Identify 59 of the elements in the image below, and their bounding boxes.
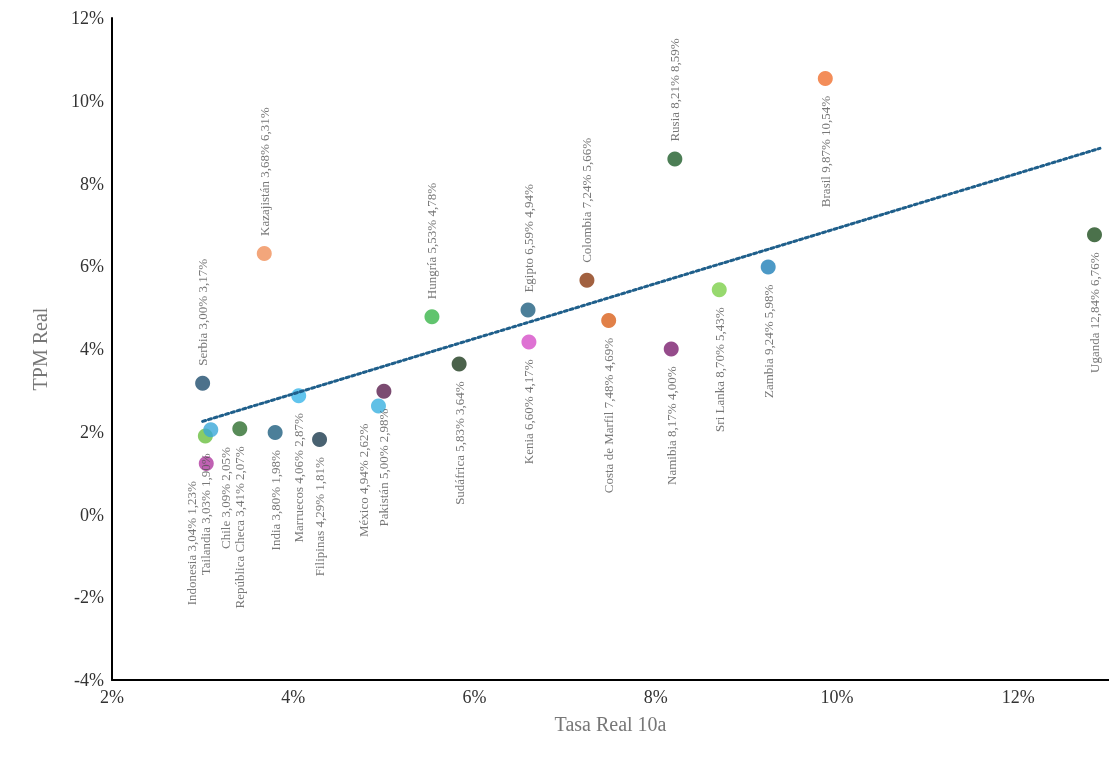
point (667, 151, 683, 167)
data-label: Colombia 7,24% 5,66% (579, 137, 595, 263)
data-label: República Checa 3,41% 2,07% (232, 446, 248, 609)
data-label: Namibia 8,17% 4,00% (663, 366, 679, 485)
data-label: Hungría 5,53% 4,78% (424, 182, 440, 300)
data-label: Zambia 9,24% 5,98% (760, 284, 776, 398)
point (520, 302, 536, 318)
data-label: México 4,94% 2,62% (355, 423, 371, 537)
data-label: Kenia 6,60% 4,17% (521, 359, 537, 465)
x-tick-label: 12% (1001, 687, 1035, 707)
data-label: Kazajistán 3,68% 6,31% (256, 107, 272, 236)
point (232, 421, 248, 437)
point (424, 309, 440, 325)
point (312, 432, 328, 448)
x-tick-label: 2% (100, 687, 124, 707)
data-label: Costa de Marfil 7,48% 4,69% (601, 337, 617, 494)
point (817, 70, 833, 86)
y-tick-label: 10% (71, 90, 104, 111)
data-label: Rusia 8,21% 8,59% (667, 38, 683, 142)
x-tick-label: 4% (281, 687, 306, 707)
data-label: Brasil 9,87% 10,54% (817, 95, 833, 208)
x-tick-label: 6% (462, 687, 487, 707)
data-label: Filipinas 4,29% 1,81% (312, 456, 328, 577)
data-label: Pakistán 5,00% 2,98% (376, 408, 392, 527)
data-label: Chile 3,09% 2,05% (218, 447, 234, 550)
point (760, 259, 776, 275)
point (267, 425, 283, 441)
point (451, 356, 467, 372)
y-tick-label: 8% (80, 173, 104, 194)
point (579, 272, 595, 288)
data-label: Marruecos 4,06% 2,87% (291, 413, 307, 543)
data-label: Tailandia 3,03% 1,90% (197, 453, 213, 576)
data-label: Uganda 12,84% 6,76% (1087, 252, 1102, 373)
y-tick-label: 12% (71, 8, 104, 28)
point (601, 312, 617, 328)
data-label: Serbia 3,00% 3,17% (195, 258, 211, 366)
x-tick-label: 8% (643, 687, 668, 707)
point (521, 334, 537, 350)
point (376, 383, 392, 399)
point (256, 245, 272, 261)
y-tick-label: -2% (74, 587, 104, 608)
y-axis-title: TPM Real (29, 307, 51, 391)
point (1087, 227, 1102, 243)
x-tick-label: 10% (820, 687, 854, 707)
y-tick-label: 2% (80, 421, 104, 442)
y-tick-label: 0% (80, 504, 104, 525)
point (195, 375, 211, 391)
y-tick-label: -4% (74, 670, 104, 690)
data-label: Egipto 6,59% 4,94% (520, 184, 536, 293)
point (663, 341, 679, 357)
data-label: Sri Lanka 8,70% 5,43% (711, 307, 727, 432)
point (203, 422, 219, 438)
data-label: Indonesia 3,04% 1,23% (183, 480, 199, 606)
y-tick-label: 6% (80, 256, 104, 277)
data-label: India 3,80% 1,98% (267, 449, 283, 551)
point (711, 282, 727, 298)
x-axis-title: Tasa Real 10a (554, 713, 667, 735)
y-tick-label: 4% (80, 339, 104, 359)
data-label: Sudáfrica 5,83% 3,64% (451, 381, 467, 505)
